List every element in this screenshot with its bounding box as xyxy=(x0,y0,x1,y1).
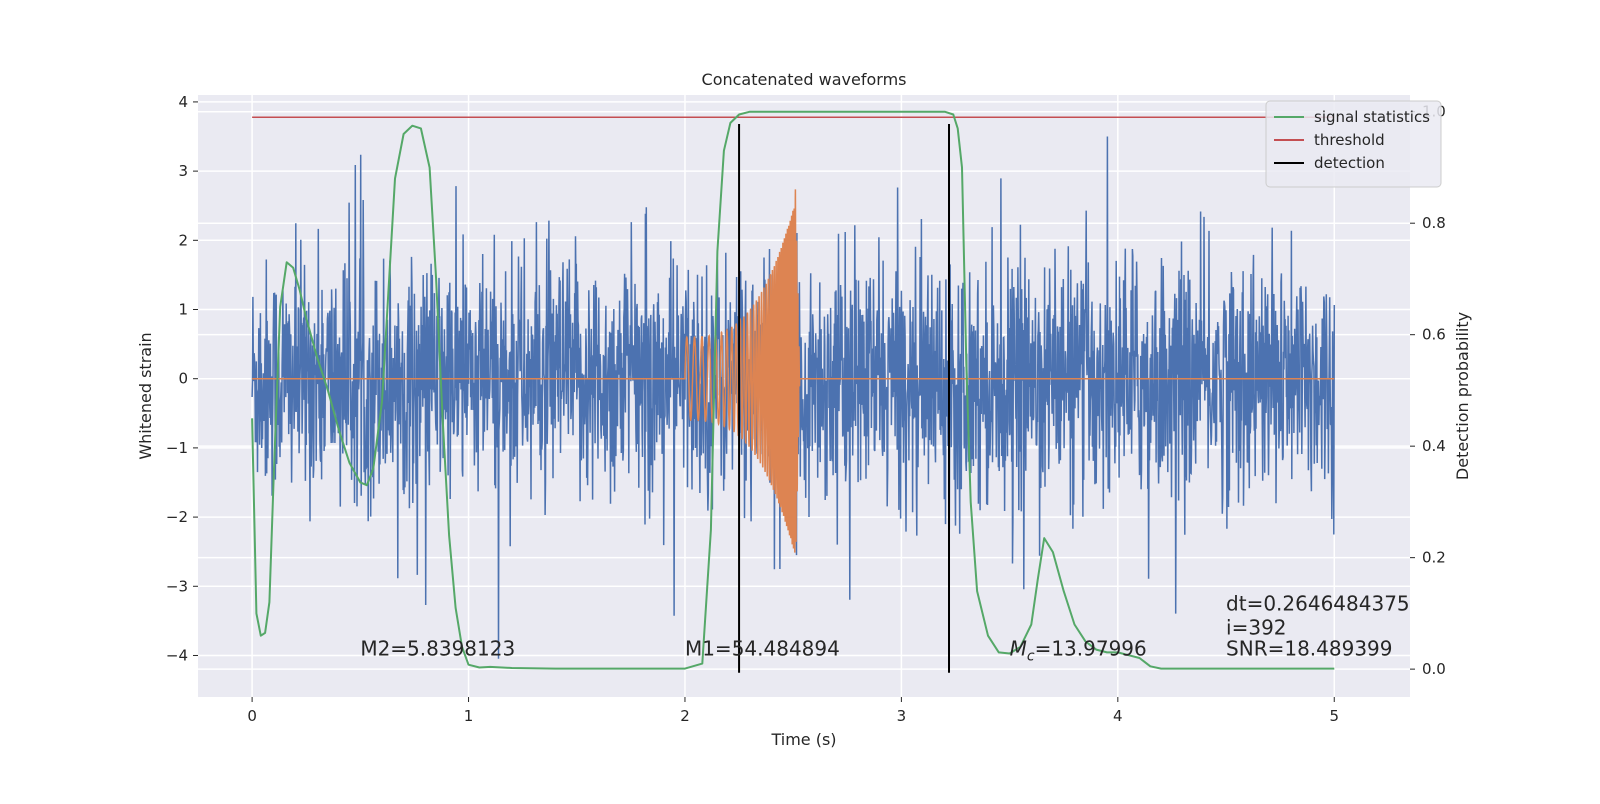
annotations: M2=5.8398123 M1=54.484894 Mc=13.97996 SNR=1… xyxy=(360,592,1409,665)
x-tick-label: 5 xyxy=(1329,707,1339,725)
y2-axis-label: Detection probability xyxy=(1453,312,1472,480)
y-tick-label: 4 xyxy=(178,93,188,111)
legend-box xyxy=(1265,100,1442,188)
annotation-text: M1=54.484894 xyxy=(685,636,840,660)
x-tick-label: 3 xyxy=(897,707,907,725)
y-tick-label: 2 xyxy=(178,231,188,249)
y2-tick-label: 0.2 xyxy=(1422,549,1446,567)
y2-tick-label: 0.4 xyxy=(1422,437,1446,455)
y-tick-label: −1 xyxy=(166,439,188,457)
y-tick-label: −2 xyxy=(166,508,188,526)
y2-tick-label: 0.8 xyxy=(1422,214,1446,232)
data-layer xyxy=(251,110,1336,673)
annotation-text: Mc=13.97996 xyxy=(1010,636,1147,664)
x-tick-label: 0 xyxy=(247,707,257,725)
y-tick-label: −3 xyxy=(166,577,188,595)
signal-statistics-series xyxy=(251,110,1335,670)
annotation-text: M2=5.8398123 xyxy=(360,636,515,660)
y2-tick-label: 0.6 xyxy=(1422,326,1446,344)
x-tick-label: 1 xyxy=(464,707,474,725)
y-axis-label: Whitened strain xyxy=(136,332,155,459)
annotation-text: i=392 xyxy=(1226,616,1287,640)
y-tick-label: 0 xyxy=(178,370,188,388)
legend-label: threshold xyxy=(1314,131,1385,149)
x-axis-label: Time (s) xyxy=(770,730,836,749)
x-tick-label: 4 xyxy=(1113,707,1123,725)
annotation-text: dt=0.2646484375 xyxy=(1226,592,1410,616)
injected-signal-series xyxy=(252,189,1335,553)
y-tick-label: 3 xyxy=(178,162,188,180)
chart-title: Concatenated waveforms xyxy=(702,70,907,89)
x-tick-label: 2 xyxy=(680,707,690,725)
y-tick-label: 1 xyxy=(178,301,188,319)
y2-tick-label: 0.0 xyxy=(1422,660,1446,678)
legend-label: detection xyxy=(1314,154,1385,172)
annotation-text: SNR=18.489399 xyxy=(1226,636,1392,660)
y-tick-label: −4 xyxy=(166,646,188,664)
legend: signal statistics threshold detection xyxy=(1265,100,1442,188)
legend-label: signal statistics xyxy=(1314,108,1430,126)
